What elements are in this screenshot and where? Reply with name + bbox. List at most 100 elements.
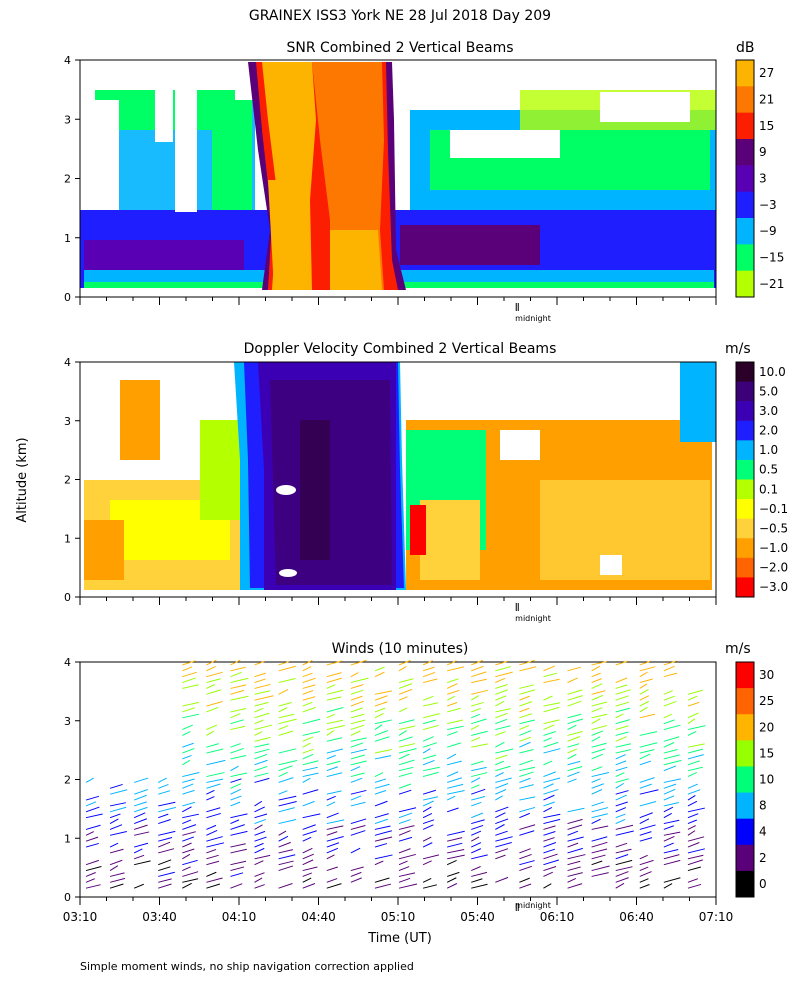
wind-barb — [687, 854, 704, 860]
wind-barb — [398, 836, 413, 842]
wind-barb — [687, 883, 702, 889]
wind-barb — [615, 677, 628, 684]
wind-barb — [206, 666, 216, 672]
colorbar-tick-label: 8 — [759, 799, 767, 813]
wind-barb — [471, 871, 488, 877]
wind-barb — [326, 660, 342, 666]
wind-barb — [422, 819, 435, 825]
wind-barb — [591, 766, 603, 772]
wind-barb — [422, 796, 439, 801]
wind-barb — [495, 666, 511, 672]
wind-barb — [326, 724, 345, 731]
wind-barb — [326, 790, 342, 795]
wind-barb — [663, 883, 673, 889]
wind-barb — [350, 777, 363, 783]
wind-barb — [687, 760, 700, 766]
wind-barb — [495, 848, 509, 854]
colorbar-swatch — [736, 688, 754, 715]
wind-barb — [326, 748, 343, 754]
colorbar-swatch — [736, 662, 754, 689]
colorbar-tick-label: 15 — [759, 119, 774, 133]
wind-barb — [687, 866, 701, 872]
wind-barb — [663, 719, 675, 725]
wind-barb — [206, 883, 221, 889]
wind-barb — [615, 778, 629, 783]
wind-barb — [591, 783, 604, 789]
wind-barb — [302, 736, 314, 742]
wind-barb — [254, 690, 271, 695]
wind-barb — [278, 702, 292, 707]
wind-barb — [230, 788, 242, 795]
wind-barb — [302, 836, 312, 842]
colorbar-swatch — [736, 191, 754, 219]
y-tick-label: 4 — [64, 54, 71, 67]
wind-barb — [495, 795, 503, 801]
wind-barb — [374, 707, 386, 713]
wind-barb — [254, 872, 265, 877]
wind-barb — [230, 872, 244, 877]
colorbar-swatch — [736, 362, 754, 383]
wind-barb — [134, 777, 149, 783]
colorbar-tick-label: 2.0 — [759, 424, 778, 438]
wind-barb — [567, 771, 580, 778]
wind-barb — [398, 877, 411, 883]
wind-barb — [133, 883, 144, 889]
wind-barb — [591, 678, 602, 684]
wind-barb — [398, 807, 417, 813]
wind-barb — [398, 743, 416, 748]
wind-barb — [495, 760, 504, 766]
wind-barb — [230, 848, 247, 854]
wind-barb — [567, 760, 581, 766]
wind-barb — [398, 789, 412, 795]
wind-barb — [663, 778, 681, 783]
colorbar-tick-label: 9 — [759, 145, 767, 159]
wind-barb — [591, 836, 608, 842]
wind-barb — [302, 877, 312, 883]
wind-barb — [567, 778, 577, 783]
wind-barb — [350, 719, 366, 725]
wind-barb — [615, 695, 629, 701]
wind-barb — [567, 860, 581, 866]
wind-barb — [326, 696, 342, 701]
wind-barb — [639, 789, 659, 795]
wind-barb — [663, 806, 674, 813]
wind-barb — [374, 778, 387, 783]
wind-barb — [326, 730, 335, 736]
wind-barb — [374, 877, 390, 883]
wind-barb — [374, 883, 392, 889]
colorbar-swatch — [736, 557, 754, 578]
wind-barb — [302, 859, 314, 866]
wind-barb — [446, 771, 459, 778]
wind-barb — [591, 718, 601, 725]
colorbar-swatch — [736, 420, 754, 441]
wind-barb — [639, 753, 651, 760]
wind-barb — [109, 848, 124, 854]
wind-barb — [543, 719, 560, 725]
wind-barb — [615, 754, 626, 760]
wind-barb — [615, 790, 629, 795]
wind-barb — [567, 807, 585, 813]
wind-barb — [230, 765, 239, 772]
wind-barb — [350, 724, 365, 731]
colorbar-swatch — [736, 577, 754, 598]
wind-barb — [326, 836, 344, 842]
wind-barb — [230, 772, 248, 778]
wind-barb — [254, 695, 274, 701]
wind-barb — [543, 737, 552, 742]
wind-barb — [302, 660, 313, 666]
wind-barb — [85, 859, 100, 866]
wind-barb — [278, 777, 294, 783]
colorbar-tick-label: −21 — [759, 277, 784, 291]
wind-barb — [567, 677, 578, 684]
wind-barb — [302, 696, 316, 701]
wind-barb — [422, 666, 435, 672]
x-tick-label: 07:10 — [699, 910, 734, 924]
colorbar-swatch — [736, 112, 754, 140]
wind-barb — [206, 730, 215, 736]
wind-barb — [567, 836, 584, 842]
wind-barb — [158, 866, 171, 872]
wind-barb — [519, 684, 535, 689]
snr-y-axis: 0 1 2 3 4 — [64, 54, 80, 304]
wind-barb — [591, 742, 607, 748]
wind-barb — [422, 713, 440, 719]
